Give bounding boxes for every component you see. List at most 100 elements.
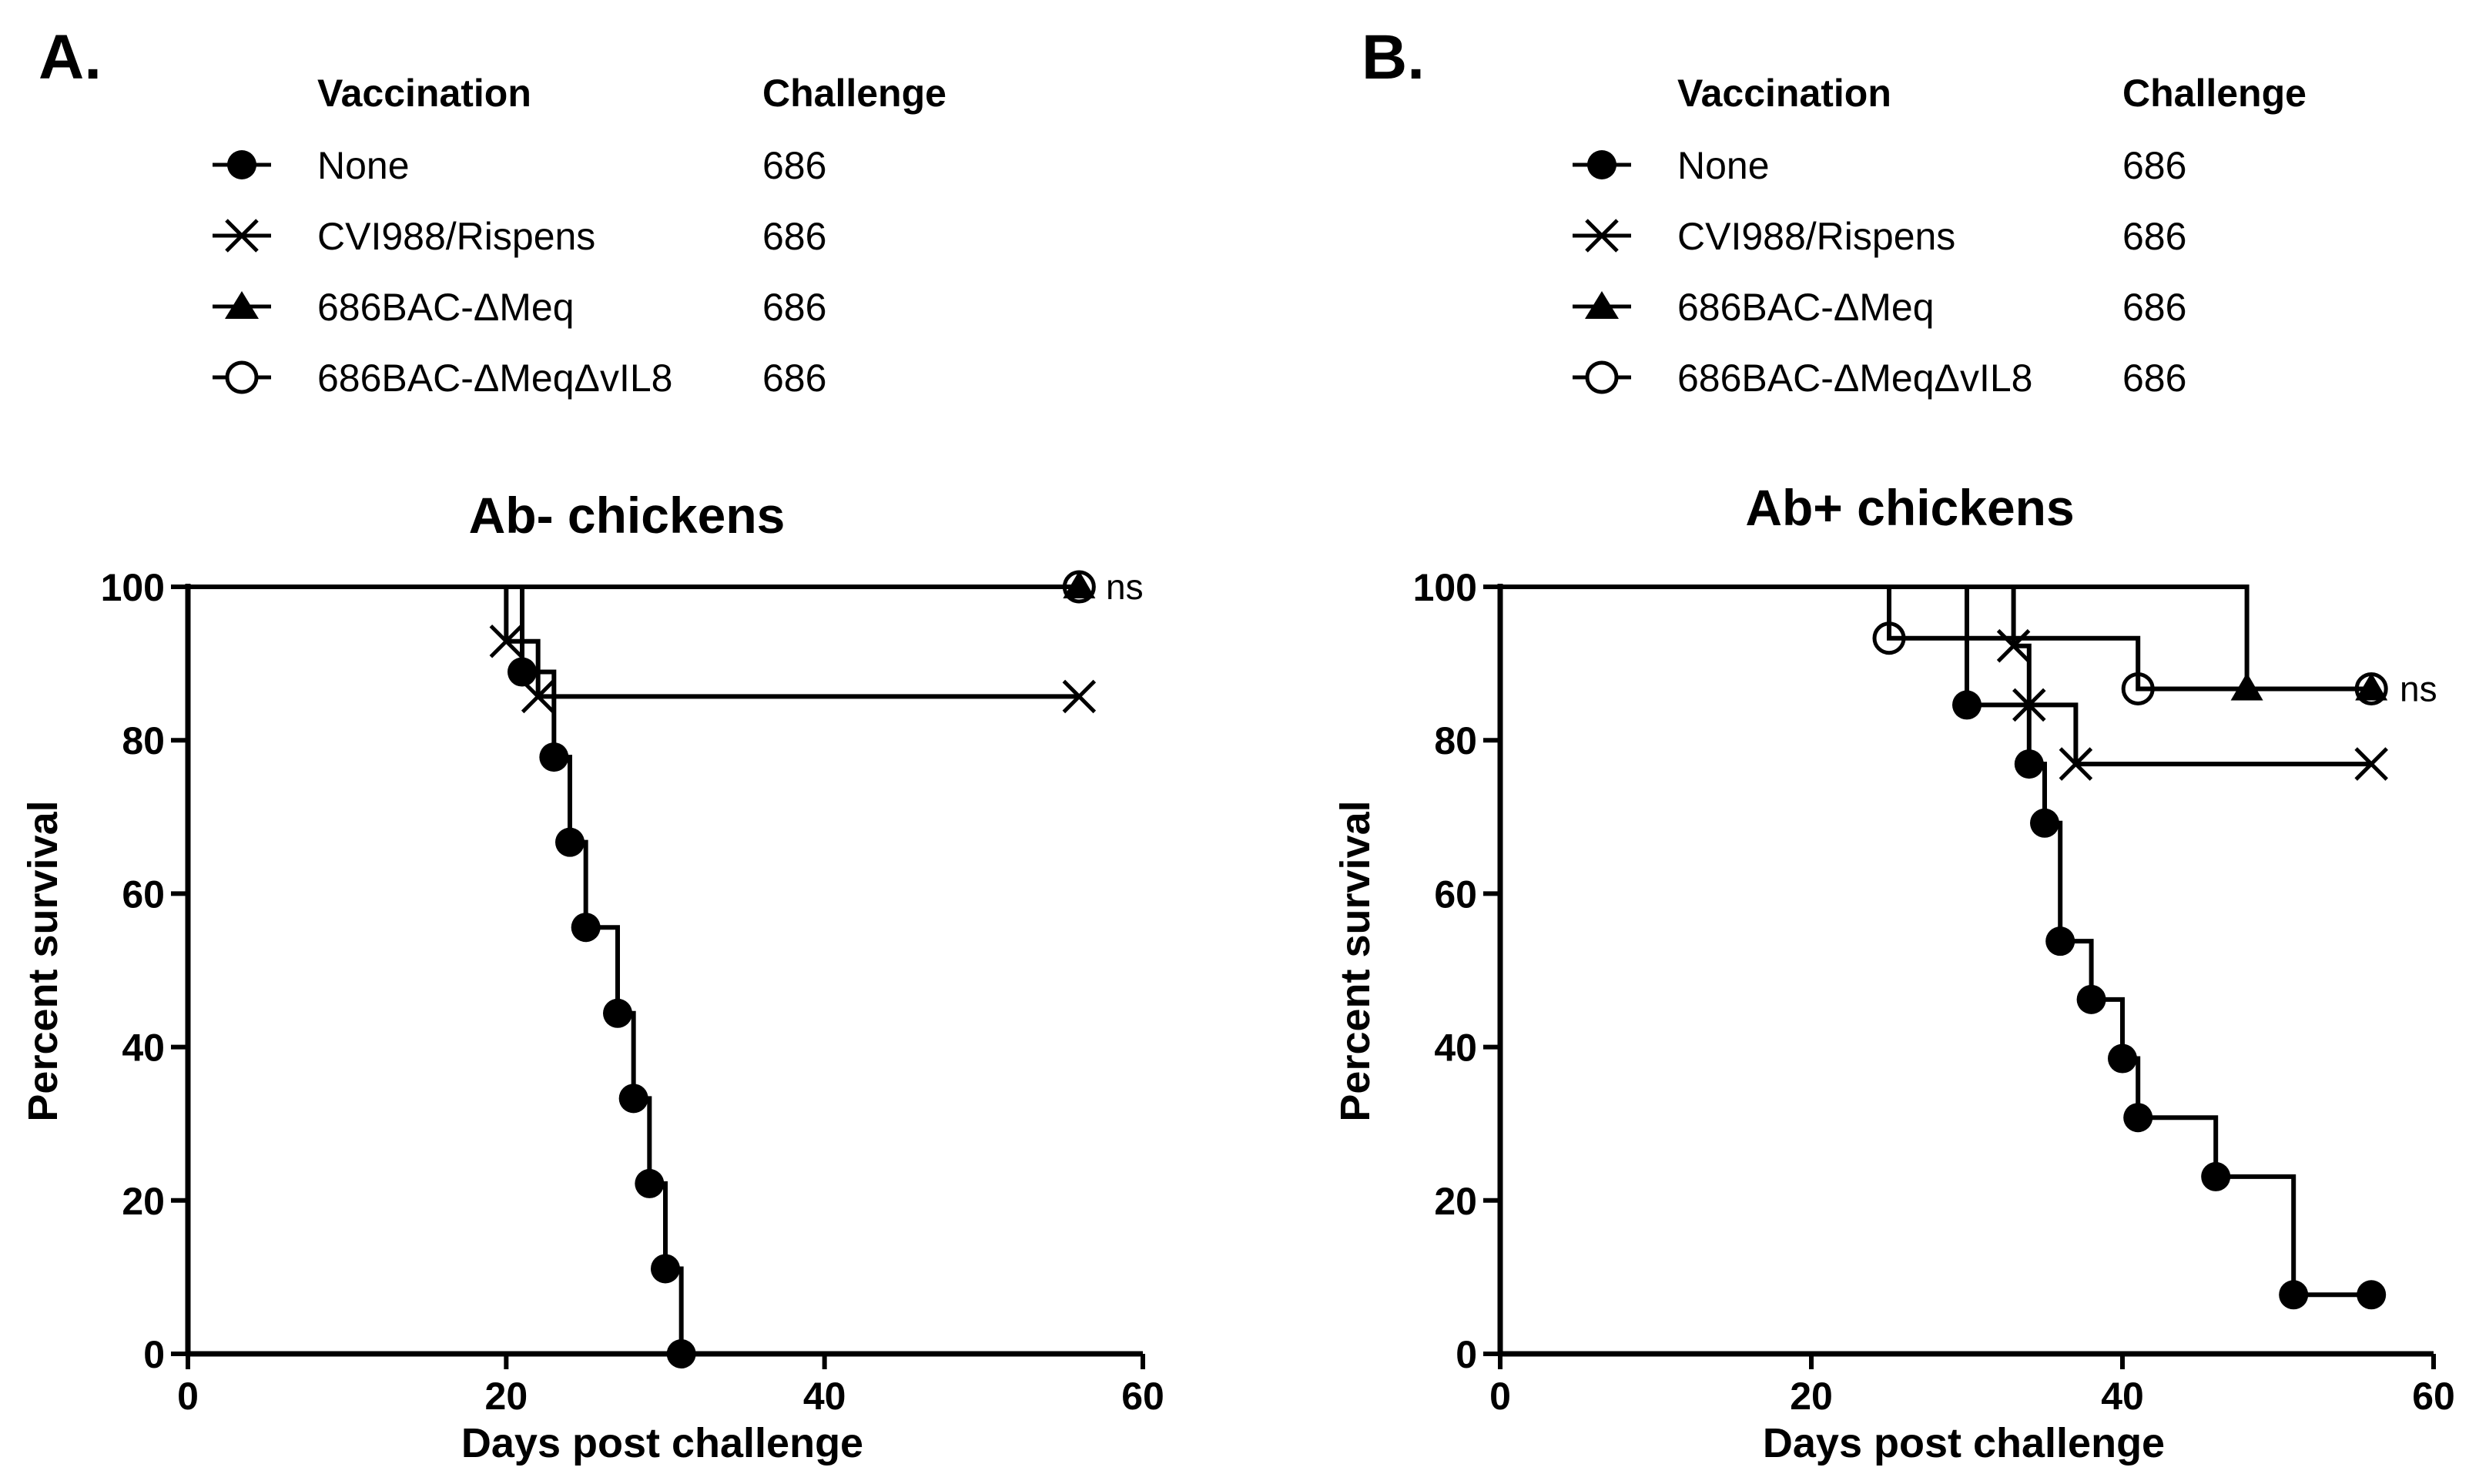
ns-annotation: ns bbox=[2400, 668, 2437, 709]
chart-title: Ab- chickens bbox=[469, 487, 786, 544]
y-tick-label: 60 bbox=[1434, 873, 1477, 916]
legend-label-dmeq: 686BAC-ΔMeq bbox=[317, 286, 575, 329]
y-tick-label: 20 bbox=[122, 1180, 165, 1223]
data-point bbox=[555, 827, 585, 857]
legend-label-dmeq: 686BAC-ΔMeq bbox=[1677, 286, 1935, 329]
panel-label: B. bbox=[1362, 22, 1425, 92]
data-point bbox=[2108, 1043, 2137, 1074]
data-point bbox=[1996, 628, 2031, 663]
data-point bbox=[2059, 747, 2093, 781]
data-point bbox=[508, 657, 537, 687]
data-point bbox=[2354, 747, 2388, 781]
data-point bbox=[2045, 926, 2075, 956]
data-point bbox=[571, 913, 601, 943]
legend-challenge-dmeq: 686 bbox=[762, 286, 826, 329]
survival-step-line bbox=[188, 585, 1080, 699]
legend-label-none: None bbox=[1677, 144, 1770, 187]
x-tick-label: 60 bbox=[2412, 1375, 2455, 1418]
data-point bbox=[1062, 570, 1096, 604]
series bbox=[1500, 585, 2388, 1310]
y-tick-label: 40 bbox=[1434, 1027, 1477, 1070]
x-axis-label: Days post challenge bbox=[461, 1420, 863, 1466]
y-tick-label: 80 bbox=[1434, 719, 1477, 762]
x-tick-label: 0 bbox=[177, 1375, 199, 1418]
data-point bbox=[1952, 690, 1982, 720]
y-tick-label: 0 bbox=[1456, 1333, 1477, 1376]
data-point bbox=[2121, 672, 2155, 705]
series-cvi988-rispens bbox=[188, 585, 1097, 714]
legend-marker-open-circle bbox=[1585, 360, 1619, 394]
x-axis-label: Days post challenge bbox=[1763, 1420, 2165, 1466]
legend-header-vaccination: Vaccination bbox=[317, 72, 531, 115]
legend-challenge-rispens: 686 bbox=[2122, 215, 2186, 258]
legend-challenge-none: 686 bbox=[2122, 144, 2186, 187]
data-point bbox=[2201, 1161, 2231, 1191]
data-point bbox=[2279, 1280, 2309, 1310]
legend-header-challenge: Challenge bbox=[2122, 72, 2307, 115]
x-tick-label: 20 bbox=[485, 1375, 528, 1418]
survival-step-line bbox=[1500, 585, 2372, 692]
legend-label-none: None bbox=[317, 144, 410, 187]
legend-label-dmeq-dvil8: 686BAC-ΔMeqΔvIL8 bbox=[317, 357, 672, 400]
data-point bbox=[521, 679, 555, 714]
axes bbox=[1483, 584, 2436, 1369]
y-axis-label: Percent survival bbox=[20, 800, 66, 1121]
axes bbox=[171, 584, 1145, 1369]
data-point bbox=[2076, 984, 2106, 1014]
data-point bbox=[603, 998, 632, 1028]
legend-challenge-dmeq-dvil8: 686 bbox=[2122, 357, 2186, 400]
series bbox=[188, 570, 1097, 1368]
data-point bbox=[635, 1168, 665, 1198]
y-tick-label: 0 bbox=[143, 1333, 165, 1376]
legend-challenge-rispens: 686 bbox=[762, 215, 826, 258]
y-tick-label: 80 bbox=[122, 719, 165, 762]
legend-label-dmeq-dvil8: 686BAC-ΔMeqΔvIL8 bbox=[1677, 357, 2032, 400]
survival-step-line bbox=[188, 585, 684, 1354]
tick-labels: 0 20 40 60 80 100 0 20 40 60 bbox=[101, 566, 1164, 1418]
data-point bbox=[2030, 808, 2059, 838]
y-axis-label: Percent survival bbox=[1332, 800, 1379, 1121]
ns-annotation: ns bbox=[1106, 567, 1144, 607]
series-none bbox=[1500, 585, 2387, 1310]
panel-a: A. Vaccination Challenge None 686 CVI988… bbox=[20, 22, 1164, 1466]
series-686bac-meq bbox=[1500, 585, 2388, 701]
x-tick-label: 20 bbox=[1790, 1375, 1833, 1418]
y-tick-label: 20 bbox=[1434, 1180, 1477, 1223]
y-tick-label: 100 bbox=[101, 566, 165, 609]
tick-labels: 0 20 40 60 80 100 0 20 40 60 bbox=[1413, 566, 2455, 1418]
legend-marker-filled-triangle bbox=[225, 291, 259, 319]
panel-b: B. Vaccination Challenge None 686 CVI988… bbox=[1332, 22, 2455, 1466]
x-tick-label: 40 bbox=[2101, 1375, 2144, 1418]
y-tick-label: 40 bbox=[122, 1027, 165, 1070]
survival-step-line bbox=[1500, 585, 2372, 767]
series-cvi988-rispens bbox=[1500, 585, 2388, 781]
data-point bbox=[2014, 749, 2044, 779]
data-point bbox=[2123, 1103, 2153, 1133]
series-none bbox=[188, 585, 696, 1368]
data-point bbox=[539, 742, 569, 772]
legend-marker-filled-triangle bbox=[1585, 291, 1619, 319]
legend-challenge-dmeq-dvil8: 686 bbox=[762, 357, 826, 400]
panel-label: A. bbox=[39, 22, 102, 92]
legend-marker-x bbox=[225, 219, 259, 253]
legend-marker-filled-circle bbox=[1587, 150, 1616, 179]
data-point bbox=[666, 1339, 696, 1368]
x-tick-label: 40 bbox=[803, 1375, 846, 1418]
y-tick-label: 100 bbox=[1413, 566, 1477, 609]
legend-challenge-dmeq: 686 bbox=[2122, 286, 2186, 329]
legend-challenge-none: 686 bbox=[762, 144, 826, 187]
legend: Vaccination Challenge None 686 CVI988/Ri… bbox=[213, 72, 946, 400]
legend-label-rispens: CVI988/Rispens bbox=[1677, 215, 1955, 258]
legend-header-vaccination: Vaccination bbox=[1677, 72, 1891, 115]
x-tick-label: 0 bbox=[1489, 1375, 1511, 1418]
data-point bbox=[1062, 679, 1097, 714]
legend: Vaccination Challenge None 686 CVI988/Ri… bbox=[1573, 72, 2307, 400]
legend-header-challenge: Challenge bbox=[762, 72, 946, 115]
legend-marker-filled-circle bbox=[227, 150, 256, 179]
data-point bbox=[489, 624, 524, 658]
x-tick-label: 60 bbox=[1121, 1375, 1164, 1418]
data-point bbox=[1872, 621, 1906, 655]
data-point bbox=[2357, 1280, 2387, 1310]
chart-title: Ab+ chickens bbox=[1745, 479, 2074, 536]
